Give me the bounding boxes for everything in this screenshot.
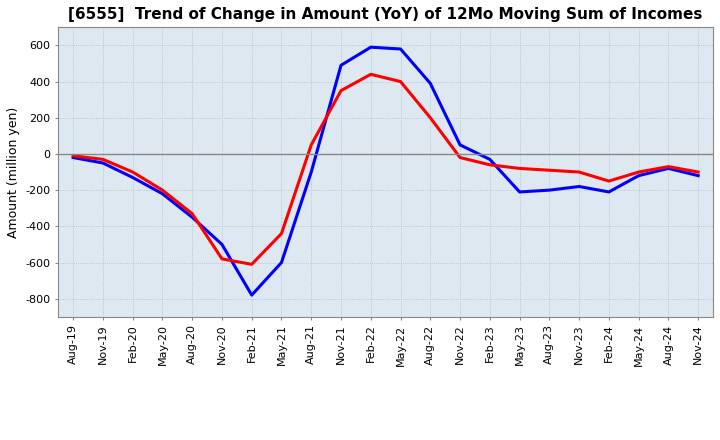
Title: [6555]  Trend of Change in Amount (YoY) of 12Mo Moving Sum of Incomes: [6555] Trend of Change in Amount (YoY) o…	[68, 7, 703, 22]
Net Income	[545, 168, 554, 173]
Net Income	[694, 169, 703, 175]
Net Income	[456, 155, 464, 160]
Y-axis label: Amount (million yen): Amount (million yen)	[7, 106, 20, 238]
Net Income	[664, 164, 672, 169]
Ordinary Income	[248, 293, 256, 298]
Ordinary Income	[426, 81, 435, 86]
Legend: Ordinary Income, Net Income: Ordinary Income, Net Income	[233, 438, 539, 440]
Net Income	[516, 166, 524, 171]
Ordinary Income	[396, 46, 405, 51]
Net Income	[128, 169, 137, 175]
Net Income	[69, 153, 78, 158]
Net Income	[158, 187, 167, 193]
Net Income	[366, 72, 375, 77]
Ordinary Income	[664, 166, 672, 171]
Ordinary Income	[634, 173, 643, 178]
Net Income	[277, 231, 286, 236]
Ordinary Income	[277, 260, 286, 265]
Line: Net Income: Net Income	[73, 74, 698, 264]
Ordinary Income	[158, 191, 167, 196]
Ordinary Income	[128, 175, 137, 180]
Ordinary Income	[188, 215, 197, 220]
Ordinary Income	[694, 173, 703, 178]
Ordinary Income	[217, 242, 226, 247]
Net Income	[396, 79, 405, 84]
Net Income	[307, 142, 315, 147]
Net Income	[217, 256, 226, 261]
Ordinary Income	[605, 189, 613, 194]
Net Income	[99, 157, 107, 162]
Ordinary Income	[575, 184, 583, 189]
Net Income	[337, 88, 346, 93]
Net Income	[605, 179, 613, 184]
Ordinary Income	[516, 189, 524, 194]
Net Income	[634, 169, 643, 175]
Net Income	[485, 162, 494, 168]
Net Income	[426, 115, 435, 121]
Ordinary Income	[456, 142, 464, 147]
Ordinary Income	[69, 155, 78, 160]
Ordinary Income	[337, 62, 346, 68]
Net Income	[188, 211, 197, 216]
Net Income	[575, 169, 583, 175]
Ordinary Income	[99, 160, 107, 165]
Ordinary Income	[307, 169, 315, 175]
Net Income	[248, 262, 256, 267]
Ordinary Income	[545, 187, 554, 193]
Line: Ordinary Income: Ordinary Income	[73, 47, 698, 295]
Ordinary Income	[485, 157, 494, 162]
Ordinary Income	[366, 44, 375, 50]
